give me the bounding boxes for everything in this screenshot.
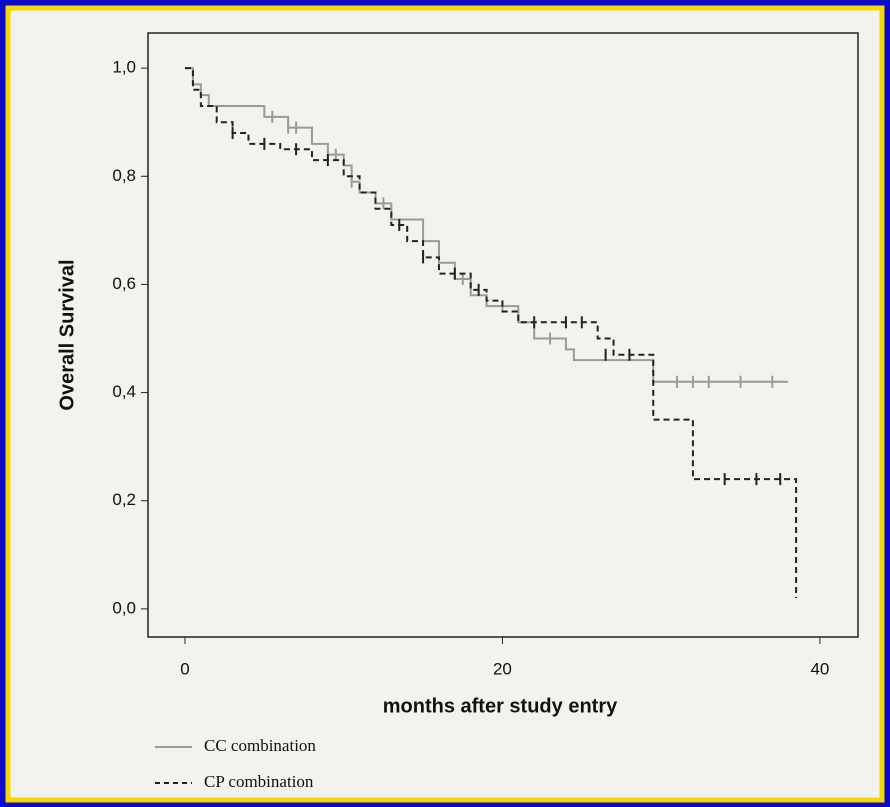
y-tick-label: 0,4 bbox=[112, 382, 136, 401]
y-tick-label: 0,2 bbox=[112, 490, 136, 509]
y-tick-label: 1,0 bbox=[112, 58, 136, 77]
legend-label: CC combination bbox=[204, 736, 316, 755]
legend-label: CP combination bbox=[204, 772, 314, 791]
x-tick-label: 40 bbox=[810, 659, 829, 678]
frame bbox=[5, 5, 885, 803]
y-axis-label: Overall Survival bbox=[56, 259, 78, 410]
y-tick-label: 0,6 bbox=[112, 274, 136, 293]
x-axis-label: months after study entry bbox=[383, 695, 618, 717]
plot-area bbox=[147, 32, 859, 638]
x-tick-label: 0 bbox=[180, 659, 189, 678]
x-tick-label: 20 bbox=[493, 659, 512, 678]
y-tick-label: 0,8 bbox=[112, 166, 136, 185]
y-tick-label: 0,0 bbox=[112, 598, 136, 617]
